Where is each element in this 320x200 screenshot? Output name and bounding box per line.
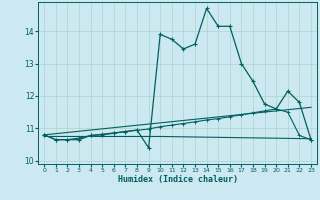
X-axis label: Humidex (Indice chaleur): Humidex (Indice chaleur) (118, 175, 238, 184)
